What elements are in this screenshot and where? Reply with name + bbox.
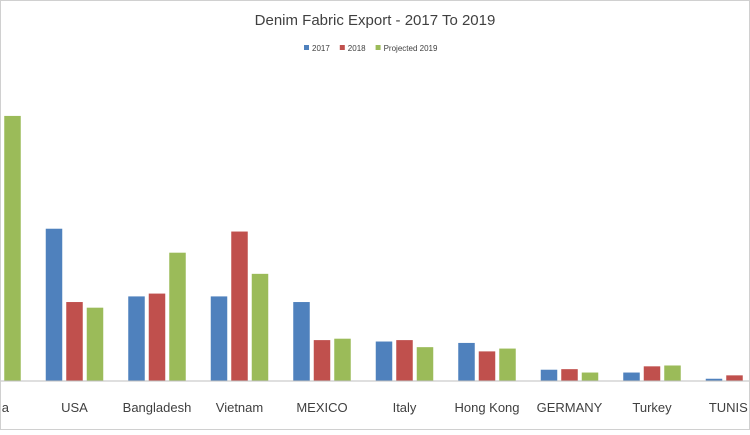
bar-usa-2017 xyxy=(46,229,63,381)
legend-label-0: 2017 xyxy=(312,44,330,53)
bar-tunisia-2018 xyxy=(726,375,743,381)
bar-mexico-2017 xyxy=(293,302,310,381)
legend-label-1: 2018 xyxy=(348,44,366,53)
x-tick-label: China xyxy=(0,400,10,415)
bar-mexico-2018 xyxy=(314,340,331,381)
x-tick-label: Italy xyxy=(393,400,417,415)
bar-mexico-projected-2019 xyxy=(334,339,351,381)
bar-italy-2017 xyxy=(376,342,393,381)
legend-label-2: Projected 2019 xyxy=(384,44,438,53)
bar-vietnam-2017 xyxy=(211,296,228,381)
bar-hong-kong-2018 xyxy=(479,351,496,381)
bar-vietnam-projected-2019 xyxy=(252,274,269,381)
legend-swatch-0 xyxy=(304,45,309,50)
bar-hong-kong-projected-2019 xyxy=(499,349,516,381)
bar-china-projected-2019 xyxy=(4,116,21,381)
x-tick-label: Vietnam xyxy=(216,400,263,415)
x-tick-label: USA xyxy=(61,400,88,415)
x-tick-label: Turkey xyxy=(632,400,672,415)
bar-germany-2018 xyxy=(561,369,578,381)
bar-hong-kong-2017 xyxy=(458,343,475,381)
x-tick-label: MEXICO xyxy=(296,400,347,415)
bar-bangladesh-2018 xyxy=(149,294,166,381)
bar-turkey-2017 xyxy=(623,373,640,381)
bar-vietnam-2018 xyxy=(231,232,248,381)
x-tick-labels: China USA Bangladesh Vietnam MEXICO Italy Hong… xyxy=(0,400,750,415)
chart-title: Denim Fabric Export - 2017 To 2019 xyxy=(255,12,496,29)
bar-bangladesh-projected-2019 xyxy=(169,253,186,381)
legend: 2017 2018 Projected 2019 xyxy=(304,44,438,53)
bars xyxy=(0,116,743,381)
bar-bangladesh-2017 xyxy=(128,296,145,381)
bar-usa-2018 xyxy=(66,302,83,381)
x-tick-label: GERMANY xyxy=(537,400,603,415)
bar-italy-projected-2019 xyxy=(417,347,434,381)
bar-italy-2018 xyxy=(396,340,413,381)
bar-usa-projected-2019 xyxy=(87,308,104,381)
bar-turkey-projected-2019 xyxy=(664,365,681,381)
x-tick-label: Bangladesh xyxy=(123,400,192,415)
x-tick-label: Hong Kong xyxy=(454,400,519,415)
legend-swatch-2 xyxy=(376,45,381,50)
bar-germany-projected-2019 xyxy=(582,373,599,381)
bar-germany-2017 xyxy=(541,370,558,381)
bar-turkey-2018 xyxy=(644,366,661,381)
legend-swatch-1 xyxy=(340,45,345,50)
x-tick-label: TUNISIA xyxy=(709,400,750,415)
